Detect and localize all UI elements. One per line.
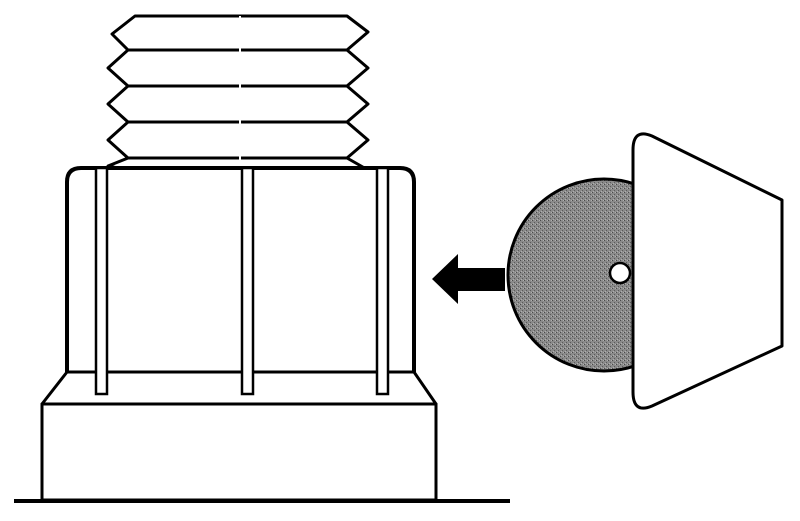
center-hole [608,261,632,285]
cone-shape [631,132,784,410]
slot-left [94,166,109,396]
thread-ridge-2 [106,48,370,88]
body-upper [65,166,416,372]
body-slots [94,166,390,396]
cone-piece [631,132,784,410]
slot-right [375,166,390,396]
arrow-left-icon [432,254,505,304]
thread-ridge-3 [106,84,370,124]
body-base [40,402,438,502]
fitting-body [40,166,438,502]
threaded-section [106,14,370,172]
slot-center [240,166,255,396]
thread-ridge-4 [106,120,370,160]
